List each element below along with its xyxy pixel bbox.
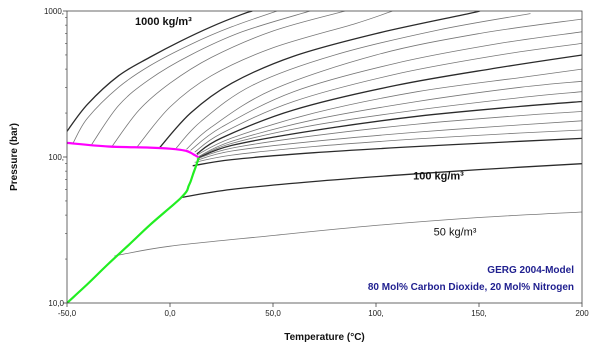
isochore-600 [196, 54, 582, 155]
density-annotation: 1000 kg/m³ [135, 16, 192, 28]
y-tick-label: 10,0 [48, 299, 64, 308]
isochore-550 [196, 68, 582, 156]
density-annotation: 100 kg/m³ [413, 171, 464, 183]
isochore-100 [182, 163, 582, 198]
isochore-850 [159, 11, 481, 149]
isochore-400 [198, 100, 582, 159]
y-tick-label: 1000, [44, 7, 64, 16]
isochore-1000 [67, 11, 253, 132]
isochore-350 [196, 111, 582, 160]
isochore-700 [190, 31, 582, 151]
x-tick-label: 50,0 [265, 309, 281, 318]
model-legend-title: GERG 2004-Model [487, 265, 574, 276]
isochore-980 [72, 11, 278, 144]
x-tick-label: 100, [368, 309, 384, 318]
axes-layer: -50,0 0,0 50,0 100, 150, 200 10,0 100, 1000, 1000… [44, 7, 589, 318]
bubble-point-line [67, 141, 200, 159]
isochore-900 [136, 11, 393, 148]
isochore-650 [194, 43, 582, 153]
x-axis-title: Temperature (°C) [284, 332, 365, 343]
isochore-450 [198, 91, 582, 158]
isochore-940 [111, 11, 346, 147]
isochore-200 [192, 137, 582, 167]
y-tick-label: 100, [48, 153, 64, 162]
isochore-300 [196, 120, 582, 161]
x-tick-label: 150, [471, 309, 487, 318]
isochore-750 [186, 18, 582, 150]
isochore-500 [198, 80, 582, 157]
plot-area [67, 11, 582, 303]
y-axis-title: Pressure (bar) [9, 123, 20, 191]
isochore-250 [194, 129, 582, 163]
isochore-960 [91, 11, 311, 145]
dew-point-line [67, 157, 200, 303]
mixture-legend-text: 80 Mol% Carbon Dioxide, 20 Mol% Nitrogen [368, 282, 574, 293]
isochore-50 [114, 211, 582, 257]
x-tick-label: 200 [575, 309, 589, 318]
x-tick-label: 0,0 [164, 309, 176, 318]
curves-layer [67, 11, 582, 303]
labels-layer: Temperature (°C) Pressure (bar) GERG 200… [9, 123, 574, 343]
x-tick-label: -50,0 [58, 309, 77, 318]
density-annotation: 50 kg/m³ [434, 226, 477, 238]
isochore-800 [175, 13, 531, 149]
